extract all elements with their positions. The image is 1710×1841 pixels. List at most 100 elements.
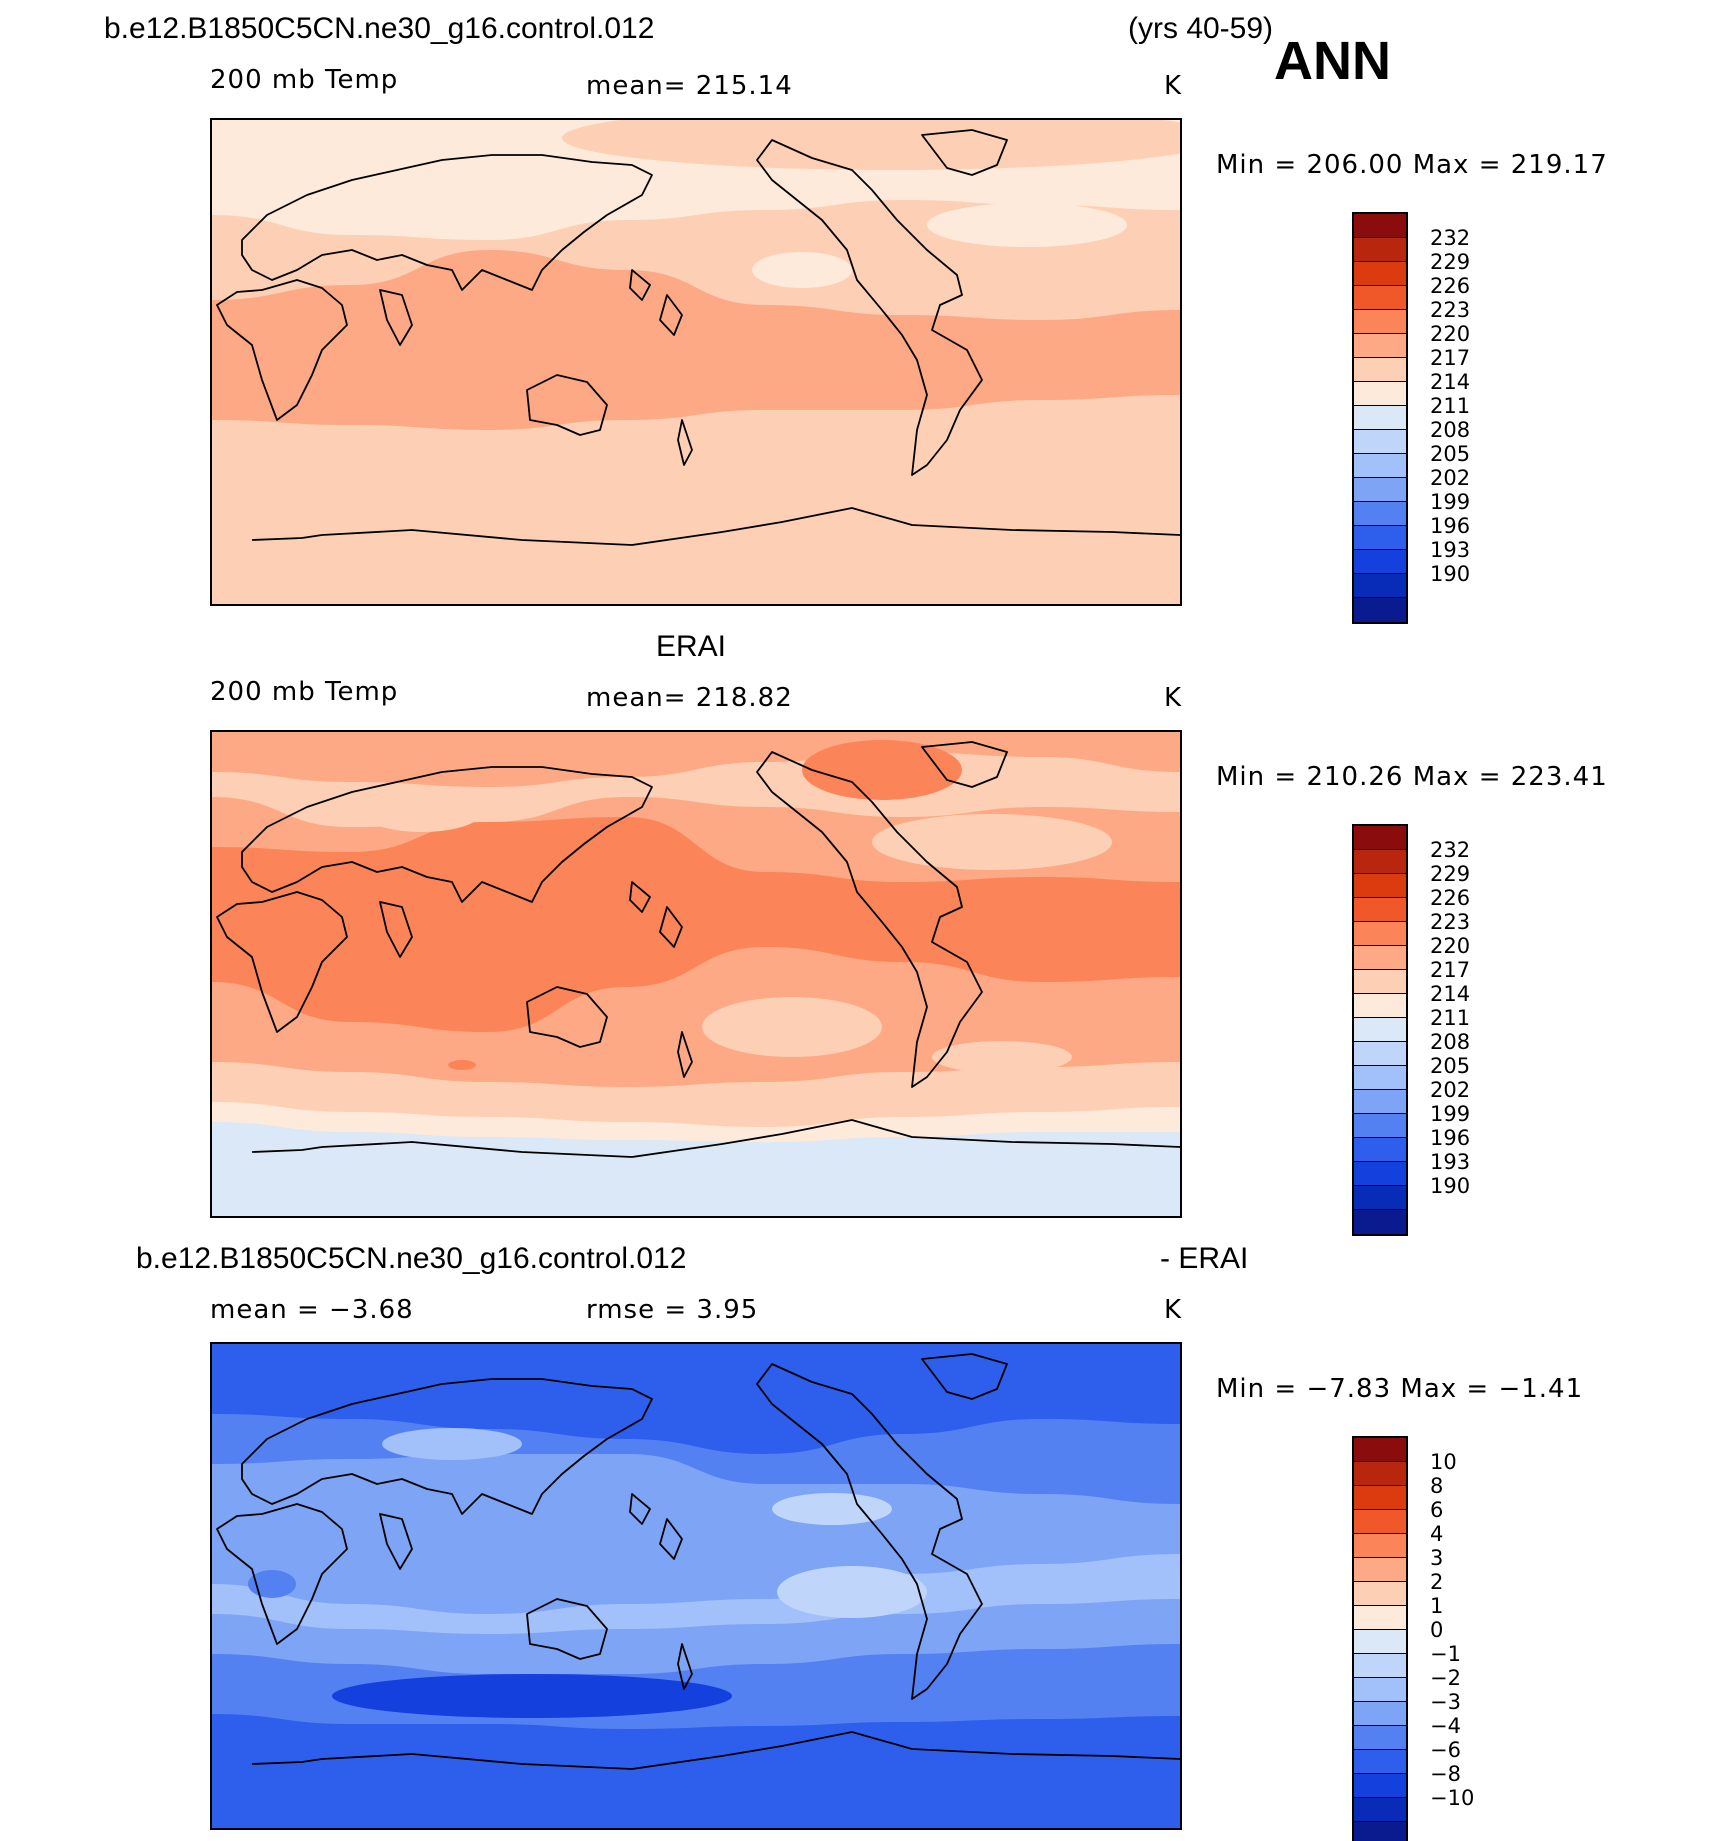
colorbar-level-label: −1 (1430, 1642, 1461, 1666)
colorbar-segment (1354, 1162, 1406, 1186)
colorbar-segment (1354, 1798, 1406, 1822)
colorbar-segment (1354, 574, 1406, 598)
colorbar-level-label: 220 (1430, 934, 1471, 958)
coastline (756, 1363, 983, 1700)
contour-region (562, 120, 1180, 170)
colorbar-level-label: 229 (1430, 250, 1471, 274)
colorbar-level-label: 208 (1430, 1030, 1471, 1054)
coastline (241, 154, 653, 291)
coastline (251, 1758, 323, 1765)
coastline (921, 741, 1008, 788)
coastline (216, 891, 348, 1033)
colorbar-segment (1354, 1138, 1406, 1162)
panel3-colorbar (1352, 1436, 1408, 1841)
colorbar-segment (1354, 1066, 1406, 1090)
contour-region (752, 252, 852, 288)
colorbar-segment (1354, 1822, 1406, 1841)
panel3-title-right: - ERAI (1160, 1242, 1249, 1275)
colorbar-segment (1354, 238, 1406, 262)
coastline (921, 129, 1008, 176)
panel3-mean: mean = −3.68 (210, 1295, 414, 1325)
colorbar-level-label: 6 (1430, 1498, 1444, 1522)
colorbar-level-label: −2 (1430, 1666, 1461, 1690)
colorbar-segment (1354, 382, 1406, 406)
coastline (756, 139, 983, 476)
contour-region (362, 792, 482, 832)
colorbar-segment (1354, 1090, 1406, 1114)
colorbar-segment (1354, 1462, 1406, 1486)
colorbar-level-label: 4 (1430, 1522, 1444, 1546)
colorbar-segment (1354, 310, 1406, 334)
contour-band (212, 1714, 1180, 1828)
colorbar-level-label: 208 (1430, 418, 1471, 442)
contour-band (212, 395, 1180, 604)
colorbar-segment (1354, 1726, 1406, 1750)
coastline (379, 1513, 413, 1570)
coastline (321, 1731, 1180, 1770)
colorbar-segment (1354, 550, 1406, 574)
colorbar-segment (1354, 1750, 1406, 1774)
coastline (379, 289, 413, 346)
coastline (629, 1493, 651, 1525)
colorbar-segment (1354, 970, 1406, 994)
coastline (216, 279, 348, 421)
colorbar-level-label: 223 (1430, 910, 1471, 934)
panel2-title: ERAI (656, 630, 727, 663)
coastline (677, 1031, 693, 1078)
colorbar-level-label: 193 (1430, 1150, 1471, 1174)
coastline (677, 419, 693, 466)
years-label: (yrs 40-59) (1128, 12, 1274, 45)
coastline (526, 374, 608, 436)
colorbar-segment (1354, 1018, 1406, 1042)
colorbar-segment (1354, 1486, 1406, 1510)
colorbar-segment (1354, 1114, 1406, 1138)
colorbar-level-label: 205 (1430, 442, 1471, 466)
panel2-colorbar (1352, 824, 1408, 1236)
colorbar-level-label: 193 (1430, 538, 1471, 562)
colorbar-level-label: 217 (1430, 346, 1471, 370)
coastline (526, 1598, 608, 1660)
contour-region (802, 740, 962, 800)
coastline (526, 986, 608, 1048)
coastline (241, 766, 653, 903)
colorbar-level-label: 232 (1430, 838, 1471, 862)
colorbar-level-label: 196 (1430, 1126, 1471, 1150)
coastline (241, 1378, 653, 1515)
colorbar-segment (1354, 1606, 1406, 1630)
colorbar-level-label: 211 (1430, 1006, 1471, 1030)
colorbar-level-label: 202 (1430, 1078, 1471, 1102)
colorbar-level-label: 199 (1430, 1102, 1471, 1126)
colorbar-segment (1354, 502, 1406, 526)
colorbar-segment (1354, 526, 1406, 550)
colorbar-segment (1354, 1210, 1406, 1234)
colorbar-segment (1354, 1186, 1406, 1210)
colorbar-level-label: 199 (1430, 490, 1471, 514)
coastline (659, 294, 683, 336)
panel2-map (210, 730, 1182, 1218)
contour-region (932, 1041, 1072, 1073)
panel3-map (210, 1342, 1182, 1830)
colorbar-level-label: 217 (1430, 958, 1471, 982)
contour-region (872, 814, 1112, 870)
colorbar-segment (1354, 430, 1406, 454)
colorbar-segment (1354, 262, 1406, 286)
panel1-units: K (1164, 71, 1183, 101)
season-label: ANN (1274, 31, 1391, 91)
colorbar-segment (1354, 334, 1406, 358)
panel2-variable: 200 mb Temp (210, 677, 399, 707)
coastline (379, 901, 413, 958)
colorbar-level-label: 214 (1430, 982, 1471, 1006)
colorbar-segment (1354, 898, 1406, 922)
coastline (321, 1119, 1180, 1158)
colorbar-segment (1354, 1654, 1406, 1678)
colorbar-level-label: 8 (1430, 1474, 1444, 1498)
contour-region (772, 1493, 892, 1525)
colorbar-segment (1354, 1438, 1406, 1462)
colorbar-segment (1354, 994, 1406, 1018)
colorbar-level-label: 10 (1430, 1450, 1457, 1474)
coastline (251, 1146, 323, 1153)
colorbar-segment (1354, 1042, 1406, 1066)
contour-region (448, 1060, 476, 1070)
colorbar-level-label: 214 (1430, 370, 1471, 394)
colorbar-segment (1354, 1678, 1406, 1702)
